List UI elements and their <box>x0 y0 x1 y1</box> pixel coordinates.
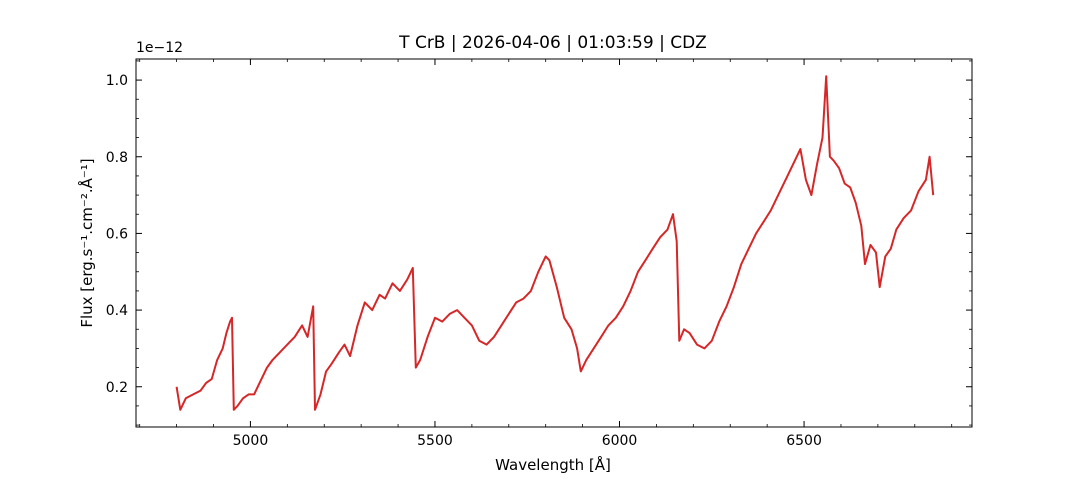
x-tick-label: 5500 <box>417 433 453 449</box>
y-tick-label: 0.6 <box>106 226 128 242</box>
x-axis-label: Wavelength [Å] <box>495 455 611 474</box>
y-tick-label: 0.4 <box>106 303 128 319</box>
series-layer <box>175 75 935 411</box>
y-axis-label: Flux [erg.s⁻¹.cm⁻².Å⁻¹] <box>77 158 96 327</box>
spectrum-line <box>175 75 935 411</box>
axis-ticks: 5000 5500 6000 6500 0.2 0.4 0.6 0.8 1.0 <box>106 59 972 449</box>
y-tick-label: 0.2 <box>106 380 128 396</box>
y-offset-label: 1e−12 <box>136 40 183 56</box>
x-tick-label: 5000 <box>233 433 269 449</box>
y-tick-label: 1.0 <box>106 73 128 89</box>
x-tick-label: 6500 <box>786 433 822 449</box>
chart-title: T CrB | 2026-04-06 | 01:03:59 | CDZ <box>398 33 707 53</box>
y-tick-label: 0.8 <box>106 150 128 166</box>
x-tick-label: 6000 <box>602 433 638 449</box>
plot-frame <box>135 58 973 428</box>
